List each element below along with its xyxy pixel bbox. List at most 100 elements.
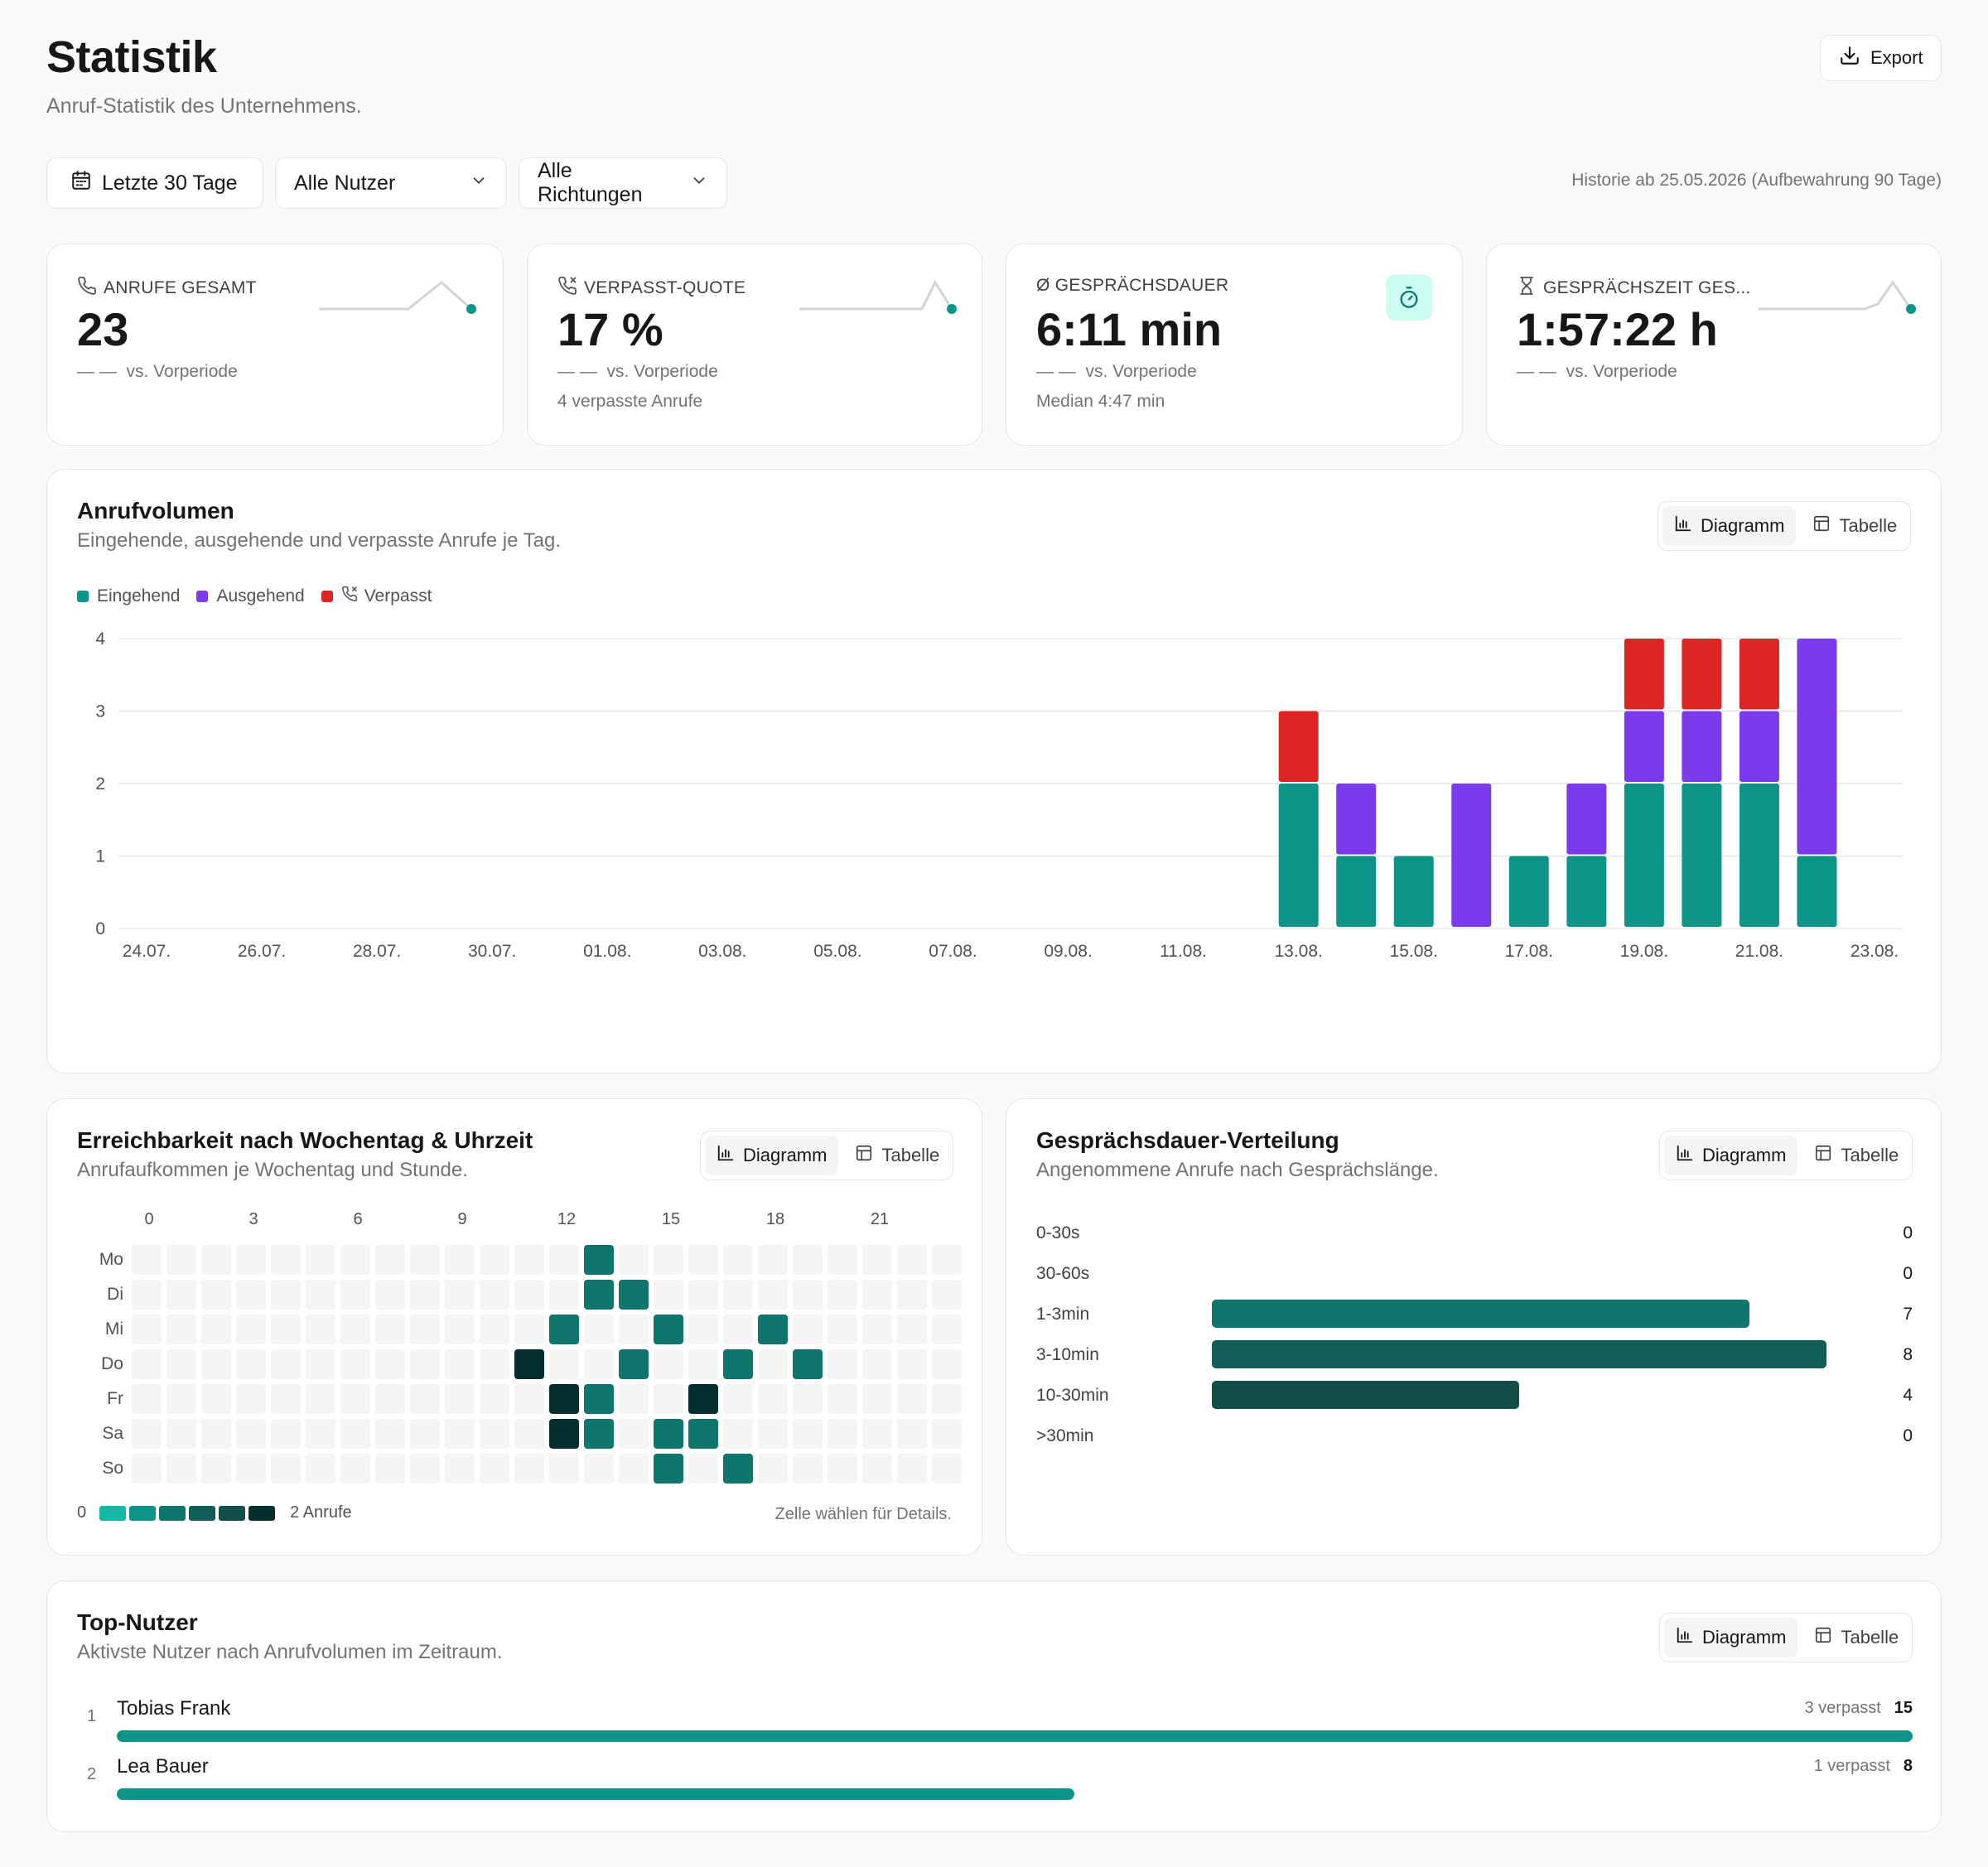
heatmap-cell[interactable] bbox=[584, 1384, 614, 1414]
tab-diagram[interactable]: Diagramm bbox=[705, 1136, 839, 1175]
heatmap-cell[interactable] bbox=[340, 1280, 370, 1310]
heatmap-cell[interactable] bbox=[549, 1280, 579, 1310]
heatmap-cell[interactable] bbox=[584, 1349, 614, 1379]
heatmap-cell[interactable] bbox=[758, 1454, 788, 1483]
heatmap-cell[interactable] bbox=[862, 1280, 892, 1310]
heatmap-cell[interactable] bbox=[132, 1454, 162, 1483]
heatmap-cell[interactable] bbox=[375, 1280, 405, 1310]
heatmap-cell[interactable] bbox=[410, 1419, 440, 1449]
heatmap-cell[interactable] bbox=[549, 1245, 579, 1275]
heatmap-cell[interactable] bbox=[723, 1349, 753, 1379]
heatmap-cell[interactable] bbox=[306, 1419, 335, 1449]
heatmap-cell[interactable] bbox=[236, 1315, 266, 1344]
heatmap-cell[interactable] bbox=[584, 1419, 614, 1449]
heatmap-cell[interactable] bbox=[549, 1315, 579, 1344]
heatmap-cell[interactable] bbox=[375, 1245, 405, 1275]
heatmap-cell[interactable] bbox=[201, 1280, 231, 1310]
heatmap-cell[interactable] bbox=[480, 1245, 509, 1275]
heatmap-cell[interactable] bbox=[166, 1349, 196, 1379]
heatmap-cell[interactable] bbox=[132, 1315, 162, 1344]
heatmap-cell[interactable] bbox=[375, 1315, 405, 1344]
duration-bar[interactable] bbox=[1212, 1340, 1826, 1368]
heatmap-cell[interactable] bbox=[723, 1245, 753, 1275]
heatmap-cell[interactable] bbox=[271, 1419, 301, 1449]
heatmap-cell[interactable] bbox=[654, 1454, 683, 1483]
heatmap-cell[interactable] bbox=[514, 1349, 544, 1379]
heatmap-cell[interactable] bbox=[201, 1384, 231, 1414]
bar-eingehend[interactable] bbox=[1682, 784, 1722, 927]
heatmap-cell[interactable] bbox=[619, 1315, 649, 1344]
heatmap-cell[interactable] bbox=[688, 1280, 718, 1310]
bar-verpasst[interactable] bbox=[1624, 639, 1664, 710]
heatmap-cell[interactable] bbox=[932, 1454, 962, 1483]
bar-eingehend[interactable] bbox=[1624, 784, 1664, 927]
bar-verpasst[interactable] bbox=[1278, 711, 1319, 783]
heatmap-cell[interactable] bbox=[132, 1245, 162, 1275]
heatmap-cell[interactable] bbox=[514, 1454, 544, 1483]
heatmap-cell[interactable] bbox=[758, 1280, 788, 1310]
heatmap-cell[interactable] bbox=[445, 1384, 475, 1414]
heatmap-cell[interactable] bbox=[480, 1280, 509, 1310]
heatmap-cell[interactable] bbox=[828, 1454, 857, 1483]
tab-diagram[interactable]: Diagramm bbox=[1662, 506, 1797, 546]
tab-table[interactable]: Tabelle bbox=[1801, 506, 1908, 546]
period-filter[interactable]: Letzte 30 Tage bbox=[46, 157, 263, 209]
heatmap-cell[interactable] bbox=[445, 1454, 475, 1483]
heatmap-cell[interactable] bbox=[132, 1419, 162, 1449]
heatmap-cell[interactable] bbox=[306, 1384, 335, 1414]
heatmap-cell[interactable] bbox=[306, 1280, 335, 1310]
heatmap-cell[interactable] bbox=[375, 1419, 405, 1449]
heatmap-cell[interactable] bbox=[758, 1315, 788, 1344]
heatmap-cell[interactable] bbox=[654, 1245, 683, 1275]
heatmap-cell[interactable] bbox=[793, 1419, 823, 1449]
heatmap-cell[interactable] bbox=[584, 1454, 614, 1483]
heatmap-cell[interactable] bbox=[828, 1349, 857, 1379]
heatmap-cell[interactable] bbox=[654, 1280, 683, 1310]
heatmap-cell[interactable] bbox=[793, 1280, 823, 1310]
heatmap-cell[interactable] bbox=[862, 1315, 892, 1344]
heatmap-cell[interactable] bbox=[549, 1349, 579, 1379]
bar-eingehend[interactable] bbox=[1508, 856, 1549, 928]
heatmap-cell[interactable] bbox=[340, 1454, 370, 1483]
heatmap-cell[interactable] bbox=[132, 1384, 162, 1414]
bar-ausgehend[interactable] bbox=[1336, 784, 1377, 855]
heatmap-cell[interactable] bbox=[932, 1349, 962, 1379]
heatmap-cell[interactable] bbox=[897, 1280, 927, 1310]
heatmap-cell[interactable] bbox=[758, 1384, 788, 1414]
heatmap-cell[interactable] bbox=[654, 1419, 683, 1449]
heatmap-cell[interactable] bbox=[480, 1315, 509, 1344]
heatmap-cell[interactable] bbox=[862, 1419, 892, 1449]
heatmap-cell[interactable] bbox=[828, 1419, 857, 1449]
heatmap-cell[interactable] bbox=[271, 1280, 301, 1310]
heatmap-cell[interactable] bbox=[480, 1419, 509, 1449]
heatmap-cell[interactable] bbox=[584, 1315, 614, 1344]
heatmap-cell[interactable] bbox=[340, 1384, 370, 1414]
heatmap-cell[interactable] bbox=[166, 1245, 196, 1275]
heatmap-cell[interactable] bbox=[688, 1245, 718, 1275]
heatmap-cell[interactable] bbox=[445, 1315, 475, 1344]
tab-table[interactable]: Tabelle bbox=[1802, 1136, 1910, 1175]
heatmap-cell[interactable] bbox=[514, 1384, 544, 1414]
heatmap-cell[interactable] bbox=[862, 1349, 892, 1379]
duration-bar[interactable] bbox=[1212, 1381, 1519, 1409]
heatmap-cell[interactable] bbox=[445, 1280, 475, 1310]
export-button[interactable]: Export bbox=[1820, 35, 1942, 81]
heatmap-cell[interactable] bbox=[514, 1315, 544, 1344]
heatmap-cell[interactable] bbox=[932, 1245, 962, 1275]
heatmap-cell[interactable] bbox=[932, 1419, 962, 1449]
heatmap-cell[interactable] bbox=[758, 1349, 788, 1379]
heatmap-cell[interactable] bbox=[688, 1419, 718, 1449]
heatmap-cell[interactable] bbox=[166, 1280, 196, 1310]
heatmap-cell[interactable] bbox=[410, 1315, 440, 1344]
heatmap-cell[interactable] bbox=[514, 1419, 544, 1449]
heatmap-cell[interactable] bbox=[236, 1245, 266, 1275]
bar-eingehend[interactable] bbox=[1566, 856, 1607, 928]
tab-diagram[interactable]: Diagramm bbox=[1664, 1136, 1798, 1175]
heatmap-cell[interactable] bbox=[201, 1315, 231, 1344]
heatmap-cell[interactable] bbox=[201, 1349, 231, 1379]
heatmap-cell[interactable] bbox=[410, 1280, 440, 1310]
heatmap-cell[interactable] bbox=[445, 1419, 475, 1449]
heatmap-cell[interactable] bbox=[340, 1349, 370, 1379]
heatmap-cell[interactable] bbox=[236, 1280, 266, 1310]
heatmap-cell[interactable] bbox=[375, 1384, 405, 1414]
